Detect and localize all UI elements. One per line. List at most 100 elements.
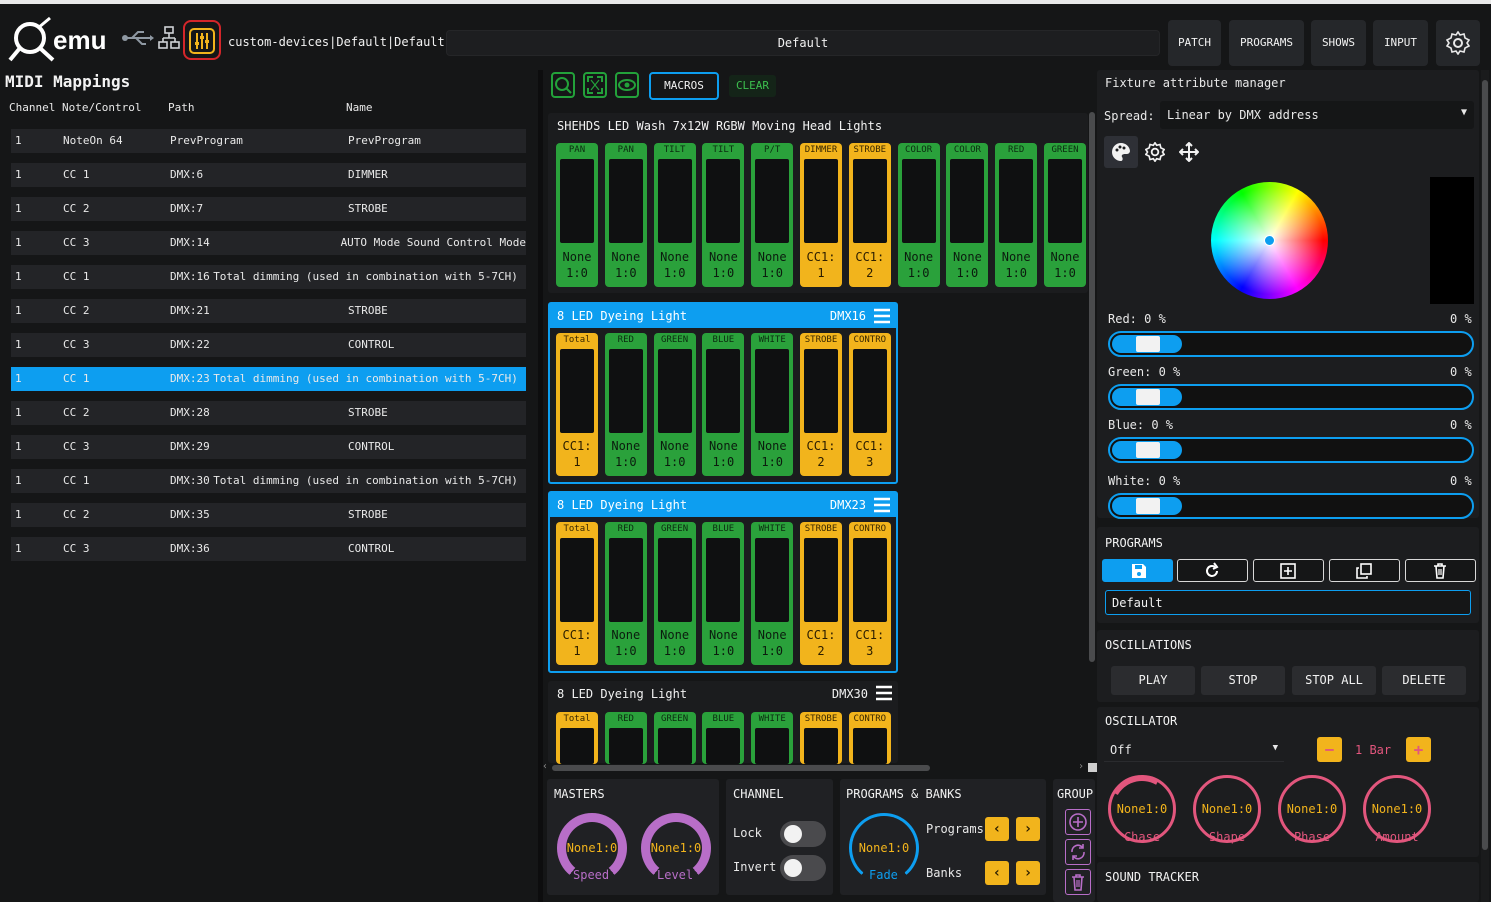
midi-mapping-row[interactable]: 1 CC 1 DMX:23 Total dimming (used in combin… bbox=[11, 367, 526, 391]
right-scrollbar[interactable] bbox=[1481, 70, 1489, 902]
hamburger-menu-icon[interactable] bbox=[873, 495, 891, 515]
programs-prev-button[interactable]: ‹ bbox=[985, 817, 1009, 841]
banks-next-button[interactable]: › bbox=[1016, 861, 1040, 885]
channel-fader[interactable]: Total CC1: 1 bbox=[556, 333, 598, 476]
bar-increment-button[interactable]: + bbox=[1406, 737, 1431, 762]
slider-handle[interactable] bbox=[1136, 498, 1160, 514]
midi-mapping-row[interactable]: 1 NoteOn 64 PrevProgram PrevProgram bbox=[11, 129, 526, 153]
nav-programs-button[interactable]: PROGRAMS bbox=[1229, 20, 1304, 66]
midi-mapping-row[interactable]: 1 CC 2 DMX:35 STROBE bbox=[11, 503, 526, 527]
channel-fader[interactable]: CONTRO CC1: 3 bbox=[848, 522, 891, 665]
channel-fader[interactable]: BLUE None 1:0 bbox=[702, 522, 745, 665]
zoom-button[interactable] bbox=[551, 72, 575, 98]
midi-mapping-row[interactable]: 1 CC 2 DMX:21 STROBE bbox=[11, 299, 526, 323]
channel-fader[interactable]: RED None 1:0 bbox=[995, 143, 1038, 287]
channel-fader[interactable]: PAN None 1:0 bbox=[604, 143, 647, 287]
channel-fader[interactable]: CONTRO bbox=[848, 712, 891, 764]
channel-fader[interactable]: WHITE bbox=[751, 712, 794, 764]
channel-fader[interactable]: TILT None 1:0 bbox=[653, 143, 696, 287]
midi-mapping-row[interactable]: 1 CC 3 DMX:36 CONTROL bbox=[11, 537, 526, 561]
banks-prev-button[interactable]: ‹ bbox=[985, 861, 1009, 885]
channel-fader[interactable]: COLOR None 1:0 bbox=[946, 143, 989, 287]
level-knob[interactable]: None1:0 bbox=[641, 813, 711, 883]
nav-patch-button[interactable]: PATCH bbox=[1168, 20, 1221, 66]
oscillator-knob-phase[interactable]: None1:0 bbox=[1278, 775, 1346, 843]
clear-button[interactable]: CLEAR bbox=[729, 75, 776, 97]
color-wheel-handle[interactable] bbox=[1264, 235, 1275, 246]
channel-fader[interactable]: CONTRO CC1: 3 bbox=[848, 333, 891, 476]
vertical-scrollbar[interactable] bbox=[1089, 112, 1095, 662]
color-slider[interactable] bbox=[1108, 331, 1474, 357]
settings-button[interactable] bbox=[1436, 20, 1480, 66]
channel-fader[interactable]: GREEN None 1:0 bbox=[653, 522, 696, 665]
channel-fader[interactable]: GREEN None 1:0 bbox=[1044, 143, 1086, 287]
slider-handle[interactable] bbox=[1136, 442, 1160, 458]
midi-mapping-row[interactable]: 1 CC 1 DMX:16 Total dimming (used in combin… bbox=[11, 265, 526, 289]
channel-fader[interactable]: STROBE CC1: 2 bbox=[848, 143, 891, 287]
oscillator-knob-chase[interactable]: None1:0 bbox=[1108, 775, 1176, 843]
midi-mapping-row[interactable]: 1 CC 3 DMX:14 AUTO Mode Sound Control Mode bbox=[11, 231, 526, 255]
reload-program-button[interactable] bbox=[1177, 559, 1248, 582]
oscillator-knob-amount[interactable]: None1:0 bbox=[1363, 775, 1431, 843]
channel-fader[interactable]: BLUE None 1:0 bbox=[702, 333, 745, 476]
oscillator-mode-select[interactable]: Off ▼ bbox=[1104, 739, 1284, 762]
play-button[interactable]: PLAY bbox=[1111, 666, 1195, 695]
network-icon[interactable] bbox=[158, 26, 180, 50]
color-slider[interactable] bbox=[1108, 384, 1474, 410]
bar-decrement-button[interactable]: − bbox=[1317, 737, 1342, 762]
channel-fader[interactable]: WHITE None 1:0 bbox=[751, 522, 794, 665]
channel-fader[interactable]: RED bbox=[604, 712, 647, 764]
scroll-left-arrow[interactable]: ‹ bbox=[542, 761, 549, 772]
invert-toggle[interactable] bbox=[780, 855, 826, 881]
fullscreen-button[interactable] bbox=[583, 72, 607, 98]
midi-mapping-row[interactable]: 1 CC 2 DMX:28 STROBE bbox=[11, 401, 526, 425]
channel-fader[interactable]: BLUE bbox=[702, 712, 745, 764]
fade-knob[interactable]: None1:0 bbox=[849, 813, 919, 883]
midi-mapping-row[interactable]: 1 CC 3 DMX:22 CONTROL bbox=[11, 333, 526, 357]
color-tab[interactable] bbox=[1104, 136, 1138, 168]
group-add-button[interactable] bbox=[1065, 809, 1091, 835]
hamburger-menu-icon[interactable] bbox=[873, 306, 891, 326]
channel-fader[interactable]: STROBE bbox=[800, 712, 842, 764]
scroll-right-arrow[interactable]: › bbox=[1078, 761, 1085, 772]
oscillator-knob-shape[interactable]: None1:0 bbox=[1193, 775, 1261, 843]
programs-next-button[interactable]: › bbox=[1016, 817, 1040, 841]
group-refresh-button[interactable] bbox=[1065, 839, 1091, 865]
group-delete-button[interactable] bbox=[1065, 869, 1091, 895]
speed-knob[interactable]: None1:0 bbox=[557, 813, 627, 883]
duplicate-program-button[interactable] bbox=[1329, 559, 1400, 582]
spread-select[interactable]: Linear by DMX address ▼ bbox=[1160, 101, 1474, 129]
channel-fader[interactable]: GREEN None 1:0 bbox=[653, 333, 696, 476]
new-program-button[interactable] bbox=[1253, 559, 1324, 582]
channel-fader[interactable]: STROBE CC1: 2 bbox=[800, 333, 842, 476]
channel-fader[interactable]: TILT None 1:0 bbox=[702, 143, 745, 287]
save-program-button[interactable] bbox=[1102, 559, 1173, 582]
delete-program-button[interactable] bbox=[1405, 559, 1476, 582]
slider-handle[interactable] bbox=[1136, 336, 1160, 352]
delete-oscillation-button[interactable]: DELETE bbox=[1382, 666, 1466, 695]
mixer-button[interactable] bbox=[183, 20, 221, 60]
panel-divider[interactable] bbox=[538, 70, 543, 902]
midi-mapping-row[interactable]: 1 CC 1 DMX:30 Total dimming (used in combin… bbox=[11, 469, 526, 493]
channel-fader[interactable]: PAN None 1:0 bbox=[556, 143, 598, 287]
nav-shows-button[interactable]: SHOWS bbox=[1311, 20, 1366, 66]
midi-mapping-row[interactable]: 1 CC 1 DMX:6 DIMMER bbox=[11, 163, 526, 187]
channel-fader[interactable]: DIMMER CC1: 1 bbox=[800, 143, 842, 287]
stop-button[interactable]: STOP bbox=[1201, 666, 1285, 695]
color-wheel[interactable] bbox=[1211, 182, 1328, 299]
move-tab-icon[interactable] bbox=[1179, 142, 1199, 162]
color-slider[interactable] bbox=[1108, 437, 1474, 463]
nav-input-button[interactable]: INPUT bbox=[1373, 20, 1428, 66]
channel-fader[interactable]: Total CC1: 1 bbox=[556, 522, 598, 665]
color-slider[interactable] bbox=[1108, 493, 1474, 519]
lock-toggle[interactable] bbox=[780, 821, 826, 847]
channel-fader[interactable]: RED None 1:0 bbox=[604, 333, 647, 476]
channel-fader[interactable]: P/T None 1:0 bbox=[751, 143, 794, 287]
macros-button[interactable]: MACROS bbox=[649, 72, 719, 100]
channel-fader[interactable]: STROBE CC1: 2 bbox=[800, 522, 842, 665]
slider-handle[interactable] bbox=[1136, 389, 1160, 405]
horizontal-scrollbar[interactable] bbox=[552, 765, 930, 771]
hamburger-menu-icon[interactable] bbox=[875, 683, 893, 703]
eye-button[interactable] bbox=[615, 72, 639, 98]
midi-mapping-row[interactable]: 1 CC 3 DMX:29 CONTROL bbox=[11, 435, 526, 459]
